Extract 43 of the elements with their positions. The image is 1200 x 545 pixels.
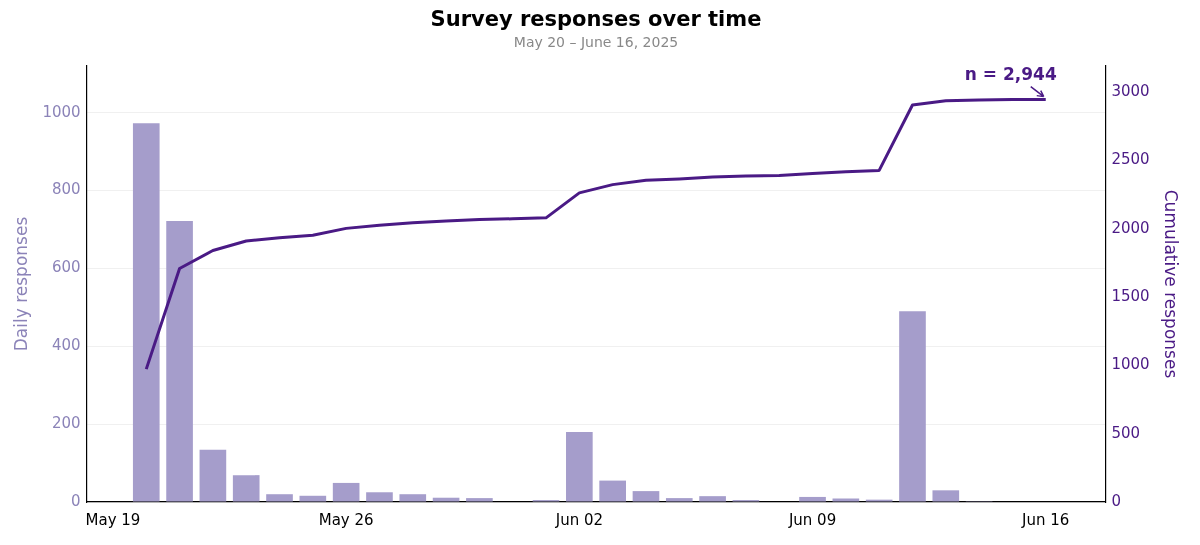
- y2-tick-label: 1000: [1111, 355, 1150, 374]
- bar: [232, 475, 260, 502]
- annotation: n = 2,944: [964, 63, 1057, 84]
- bar: [832, 498, 860, 502]
- y-tick-label: 400: [51, 336, 81, 355]
- bar: [399, 494, 427, 502]
- x-tick-label: May 26: [318, 510, 374, 529]
- x-tick-label: Jun 09: [787, 510, 837, 529]
- y-tick-label: 1000: [42, 102, 81, 121]
- bar: [199, 449, 227, 502]
- bar: [699, 496, 726, 502]
- y-tick-label: 0: [71, 491, 81, 510]
- bar: [899, 311, 926, 502]
- y2-axis-title: Cumulative responses: [1161, 189, 1182, 379]
- chart-title: Survey responses over time: [430, 7, 762, 32]
- bar: [266, 494, 293, 502]
- x-tick-label: Jun 02: [554, 510, 603, 529]
- bar: [932, 490, 960, 502]
- y2-tick-label: 2500: [1111, 150, 1150, 169]
- bar: [299, 495, 327, 502]
- bar: [799, 496, 826, 502]
- bar: [566, 431, 593, 502]
- bar: [432, 497, 460, 502]
- y-tick-label: 200: [51, 414, 81, 433]
- y-tick-label: 800: [51, 180, 81, 199]
- bar: [665, 498, 693, 502]
- bar: [599, 480, 626, 502]
- y2-tick-label: 1500: [1111, 286, 1150, 305]
- chart-subtitle: May 20 – June 16, 2025: [513, 34, 679, 51]
- y-axis-title: Daily responses: [10, 216, 31, 352]
- y2-tick-label: 2000: [1111, 218, 1150, 237]
- x-tick-label: May 19: [85, 510, 141, 529]
- bar: [332, 482, 360, 502]
- bar: [632, 491, 660, 502]
- bar: [132, 123, 160, 502]
- y-tick-label: 600: [51, 258, 81, 277]
- x-tick-label: Jun 16: [1021, 510, 1070, 529]
- y2-tick-label: 500: [1111, 423, 1141, 442]
- bar: [466, 498, 493, 502]
- bar: [166, 220, 193, 502]
- y2-tick-label: 3000: [1111, 81, 1150, 100]
- y2-tick-label: 0: [1111, 491, 1121, 510]
- bar: [366, 492, 393, 502]
